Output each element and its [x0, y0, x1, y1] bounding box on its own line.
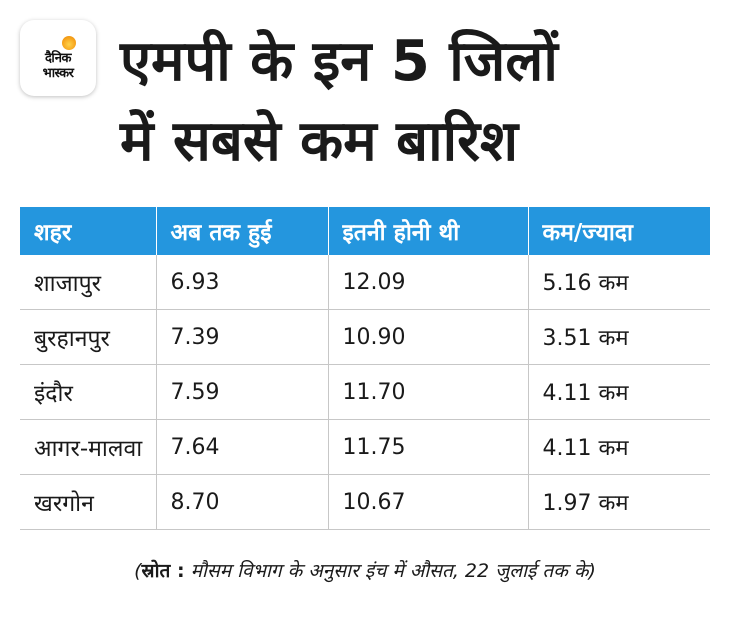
header-expected: इतनी होनी थी — [328, 207, 529, 255]
headline-line-1: एमपी के इन 5 जिलों — [120, 29, 558, 94]
cell-city: बुरहानपुर — [20, 309, 157, 365]
logo-line-2: भास्कर — [42, 65, 74, 81]
dainik-bhaskar-logo: दैनिक भास्कर — [20, 20, 96, 96]
source-label: स्रोत : — [141, 560, 185, 582]
cell-difference: 4.11 कम — [528, 364, 710, 420]
cell-city: आगर-मालवा — [20, 419, 157, 475]
cell-expected: 11.70 — [328, 364, 529, 420]
cell-expected: 11.75 — [328, 419, 529, 475]
table-row: बुरहानपुर 7.39 10.90 3.51 कम — [20, 309, 710, 365]
source-note: (स्रोत : मौसम विभाग के अनुसार इंच में औस… — [0, 557, 730, 583]
headline: एमपी के इन 5 जिलों में सबसे कम बारिश — [120, 22, 720, 182]
cell-difference: 4.11 कम — [528, 419, 710, 475]
cell-expected: 12.09 — [328, 255, 529, 310]
table-row: शाजापुर 6.93 12.09 5.16 कम — [20, 255, 710, 310]
header-city: शहर — [20, 207, 157, 255]
cell-difference: 3.51 कम — [528, 309, 710, 365]
table-header-row: शहर अब तक हुई इतनी होनी थी कम/ज्यादा — [20, 207, 710, 255]
sun-icon — [62, 35, 76, 50]
rainfall-table: शहर अब तक हुई इतनी होनी थी कम/ज्यादा शाज… — [20, 207, 710, 530]
cell-city: शाजापुर — [20, 255, 157, 310]
cell-expected: 10.90 — [328, 309, 529, 365]
cell-received: 6.93 — [156, 255, 329, 310]
cell-city: खरगोन — [20, 474, 157, 530]
table-row: खरगोन 8.70 10.67 1.97 कम — [20, 474, 710, 530]
header-received: अब तक हुई — [156, 207, 329, 255]
cell-received: 8.70 — [156, 474, 329, 530]
cell-received: 7.64 — [156, 419, 329, 475]
cell-expected: 10.67 — [328, 474, 529, 530]
cell-difference: 5.16 कम — [528, 255, 710, 310]
source-text: मौसम विभाग के अनुसार इंच में औसत, 22 जुल… — [184, 560, 596, 582]
headline-line-2: में सबसे कम बारिश — [120, 109, 519, 174]
table-row: इंदौर 7.59 11.70 4.11 कम — [20, 364, 710, 420]
cell-city: इंदौर — [20, 364, 157, 420]
table-row: आगर-मालवा 7.64 11.75 4.11 कम — [20, 419, 710, 475]
source-open-paren: ( — [134, 560, 142, 582]
cell-received: 7.39 — [156, 309, 329, 365]
cell-received: 7.59 — [156, 364, 329, 420]
cell-difference: 1.97 कम — [528, 474, 710, 530]
header-difference: कम/ज्यादा — [528, 207, 710, 255]
logo-line-1: दैनिक — [45, 50, 71, 66]
